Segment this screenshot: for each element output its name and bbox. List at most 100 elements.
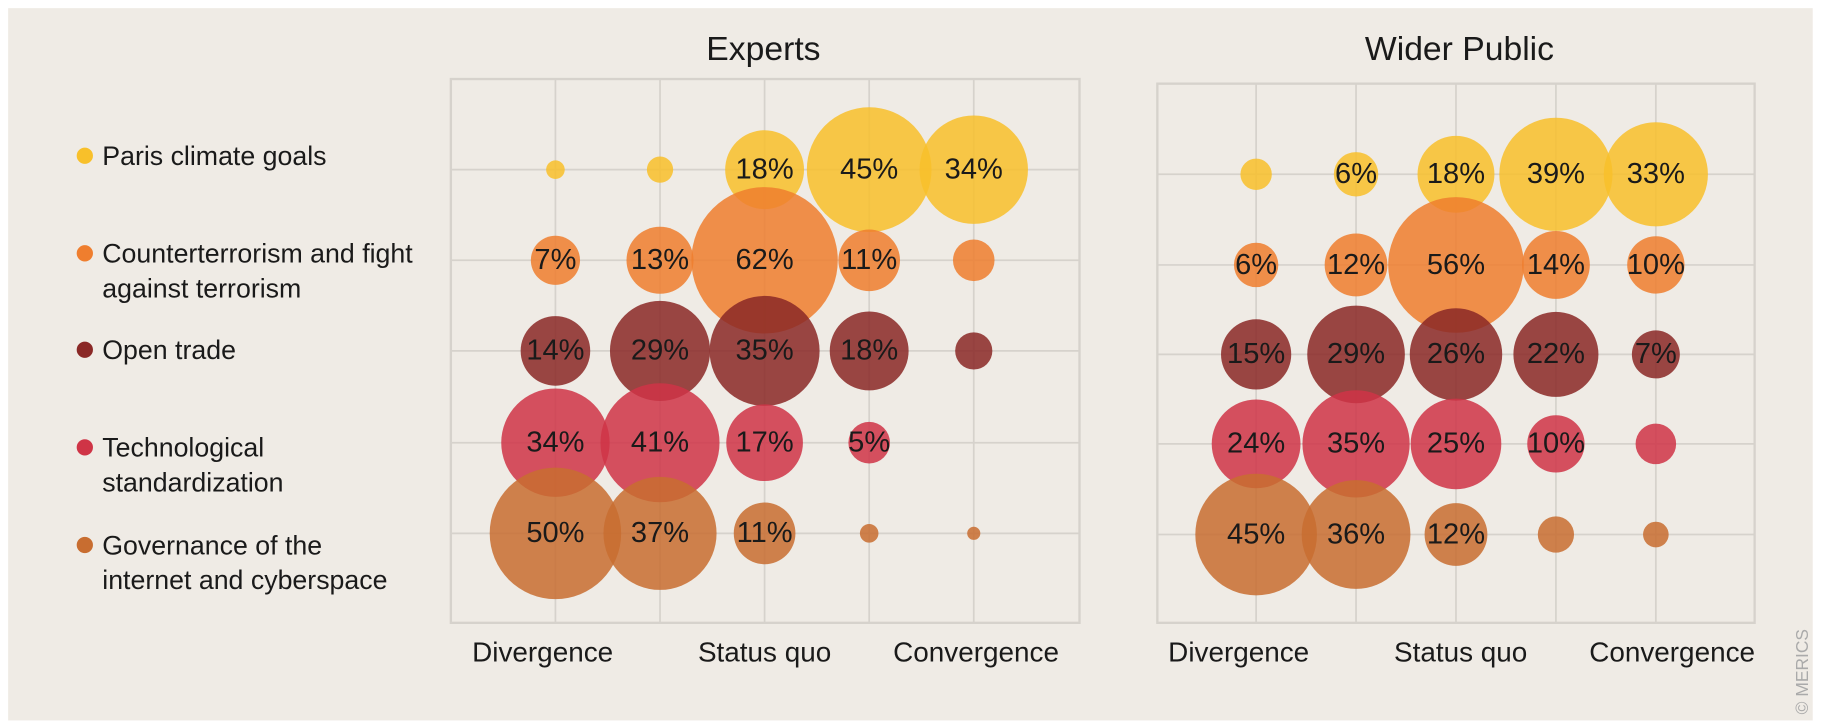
data-label: 36% [1327,518,1385,550]
bubble [859,524,879,543]
legend-item: Governance of the internet and cyberspac… [76,528,414,598]
legend-label: Counterterrorism and fight against terro… [102,238,413,304]
legend-item: Open trade [76,332,414,367]
data-label: 29% [631,335,689,367]
data-label: 29% [1327,338,1385,370]
data-label: 50% [526,517,584,549]
legend-swatch [76,245,93,262]
data-label: 14% [526,335,584,367]
legend-item: Technological standardization [76,430,414,500]
bubble [1302,390,1410,498]
bubble [1211,399,1301,489]
bubble [530,235,581,285]
bubble [603,476,717,590]
bubble [1324,233,1388,297]
data-label: 35% [1327,428,1385,460]
bubble [806,107,932,233]
bubble [626,226,694,294]
data-label: 33% [1627,158,1685,190]
data-label: 35% [736,335,794,367]
legend-swatch [76,536,93,554]
data-label: 37% [631,517,689,549]
bubble [1643,521,1669,548]
bubble [955,332,993,370]
data-label: 12% [1327,249,1385,281]
legend-item: Counterterrorism and fight against terro… [76,236,414,306]
bubble [709,295,820,406]
data-label: 7% [1635,338,1677,370]
bubble [726,404,803,482]
data-label: 13% [631,244,689,276]
bubble [546,160,565,179]
x-tick-label: Divergence [472,637,613,668]
bubble [1627,236,1685,294]
legend-label: Technological standardization [102,432,284,498]
data-label: 10% [1527,428,1585,460]
bubble [489,467,622,600]
bubble [646,156,674,183]
data-label: 18% [1427,158,1485,190]
bubble [1537,516,1575,553]
x-tick-label: Status quo [698,637,831,668]
bubble [1410,398,1502,490]
data-label: 11% [841,244,897,276]
bubble [1307,305,1405,404]
data-label: 6% [1335,158,1377,190]
bubble [501,388,610,497]
data-label: 45% [1227,518,1285,550]
data-label: 6% [1235,249,1277,281]
x-tick-label: Divergence [1168,637,1309,668]
bubble [725,130,805,210]
legend-swatch [76,147,93,164]
bubble [1333,152,1379,197]
data-label: 25% [1427,428,1485,460]
data-label: 62% [736,244,794,276]
bubble [1388,197,1524,333]
x-tick-label: Convergence [1589,637,1755,668]
bubble [1409,308,1503,401]
data-label: 24% [1227,428,1285,460]
data-label: 45% [840,153,898,185]
legend-label: Paris climate goals [102,140,327,171]
chart-title: Experts [706,31,820,68]
bubble [1240,158,1272,190]
chart-title: Wider Public [1365,31,1554,68]
bubble [1499,117,1613,231]
data-label: 34% [945,153,1003,185]
bubble [1424,503,1488,566]
bubble [838,229,901,292]
bubble [952,239,995,282]
bubble [1233,242,1279,288]
data-label: 41% [631,427,689,459]
data-label: 10% [1627,249,1685,281]
data-label: 26% [1427,338,1485,370]
data-label: 18% [736,153,794,185]
bubble [1195,473,1317,596]
data-label: 18% [840,335,898,367]
x-tick-label: Status quo [1394,637,1527,668]
data-label: 22% [1527,338,1585,370]
data-label: 34% [526,427,584,459]
x-tick-label: Convergence [893,637,1059,668]
bubble [1603,122,1708,227]
data-label: 17% [736,427,794,459]
legend-swatch [76,439,93,456]
bubble [1631,330,1680,379]
bubble [600,383,720,503]
bubble [1527,415,1585,473]
credit: © MERICS [1792,629,1812,714]
bubble [1635,423,1677,465]
data-label: 15% [1227,338,1285,370]
data-label: 12% [1427,518,1485,550]
bubble [967,526,981,540]
bubble [1301,480,1411,589]
data-label: 39% [1527,158,1585,190]
bubble [829,311,909,391]
legend-label: Governance of the internet and cyberspac… [102,529,388,595]
bubble [733,502,796,565]
legend-item: Paris climate goals [76,138,414,173]
data-label: 7% [534,244,576,276]
data-label: 5% [848,427,890,459]
